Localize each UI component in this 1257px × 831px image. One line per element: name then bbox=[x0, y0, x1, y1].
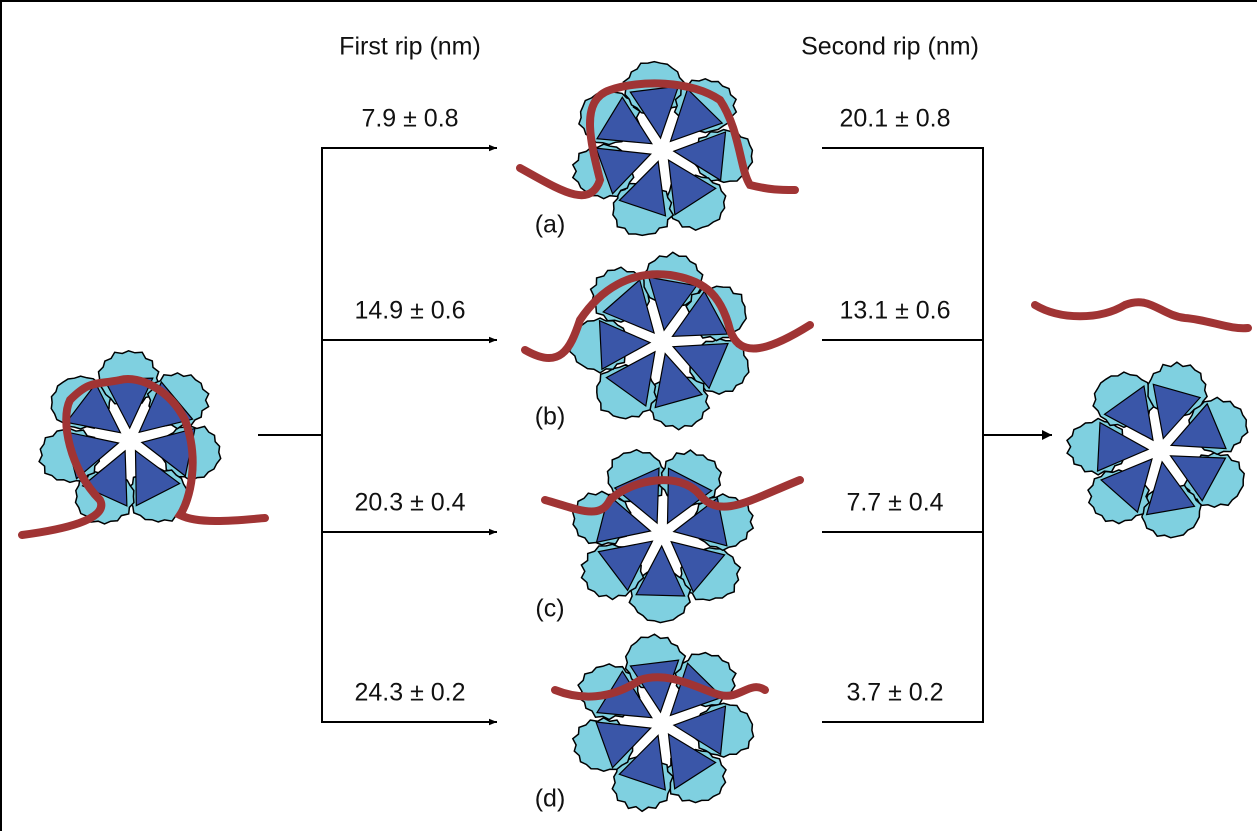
dna bbox=[1035, 302, 1248, 328]
row-label: (a) bbox=[535, 211, 566, 239]
nucleosome bbox=[573, 450, 753, 623]
nucleosome bbox=[573, 634, 754, 811]
first-rip: 14.9 ± 0.6 bbox=[354, 297, 465, 325]
first-rip: 7.9 ± 0.8 bbox=[361, 105, 458, 133]
second-rip: 7.7 ± 0.4 bbox=[846, 489, 943, 517]
nucleosome bbox=[570, 252, 749, 429]
content: 7.9 ± 0.8 20.1 ± 0.8 (a) 14.9 ± 0.6 13.1 ± 0… bbox=[22, 62, 1248, 813]
row-label: (b) bbox=[535, 403, 566, 431]
second-rip: 20.1 ± 0.8 bbox=[839, 105, 950, 133]
second-rip: 13.1 ± 0.6 bbox=[839, 297, 950, 325]
header-first: First rip (nm) bbox=[339, 33, 481, 61]
row-label: (d) bbox=[535, 785, 566, 813]
header-second: Second rip (nm) bbox=[801, 33, 979, 61]
row-label: (c) bbox=[535, 595, 564, 623]
nucleosome bbox=[1067, 362, 1248, 538]
second-rip: 3.7 ± 0.2 bbox=[846, 679, 943, 707]
first-rip: 20.3 ± 0.4 bbox=[354, 489, 465, 517]
diagram: First rip (nm) Second rip (nm) 7.9 ± 0.8… bbox=[0, 0, 1257, 831]
first-rip: 24.3 ± 0.2 bbox=[354, 679, 465, 707]
nucleosome bbox=[573, 62, 753, 236]
